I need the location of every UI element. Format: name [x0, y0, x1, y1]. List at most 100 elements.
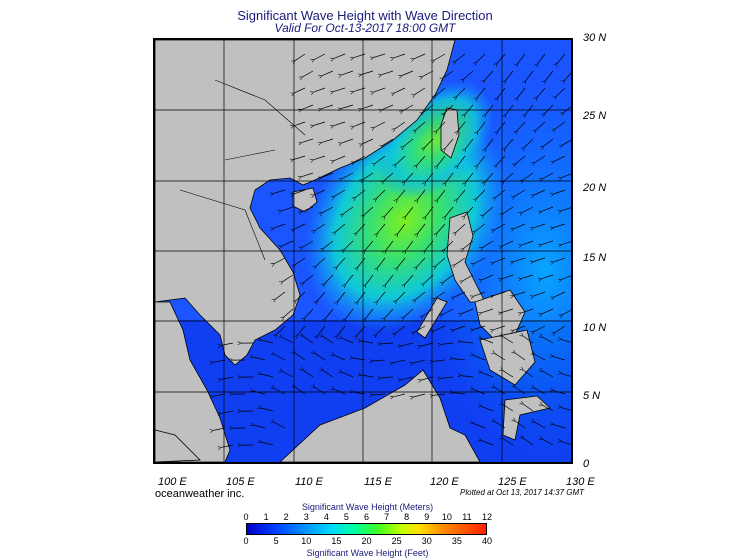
wave-arrow [562, 408, 571, 411]
wave-arrow [482, 373, 494, 378]
wave-arrow [526, 70, 534, 81]
wave-arrow [456, 223, 466, 232]
wave-arrow [436, 257, 446, 266]
legend-feet-tick: 30 [421, 536, 432, 546]
legend-meter-tick: 2 [283, 512, 289, 522]
wave-arrow [515, 189, 526, 196]
wave-arrow [506, 104, 514, 115]
wave-arrow [342, 372, 354, 378]
wave-arrow [303, 240, 314, 247]
legend-feet-tick: 15 [331, 536, 342, 546]
wave-arrow [342, 172, 354, 178]
wave-arrow [421, 342, 434, 346]
wave-arrow [413, 393, 426, 397]
wave-arrow [502, 274, 514, 279]
lat-label-10n: 10 N [583, 322, 607, 334]
wave-arrow [515, 387, 526, 395]
wave-arrow [396, 325, 406, 333]
wave-arrow [418, 223, 426, 234]
wave-arrow [514, 257, 526, 262]
wave-arrow [534, 223, 546, 228]
wave-arrow [296, 291, 306, 300]
wave-arrow [398, 257, 406, 267]
wave-arrow [322, 138, 334, 143]
wave-arrow [543, 172, 554, 179]
wave-arrow [437, 121, 446, 131]
wave-arrow [295, 353, 306, 361]
wave-arrow [433, 359, 446, 361]
wave-arrow [302, 172, 314, 177]
wave-arrow [534, 325, 546, 331]
land-masses [155, 40, 551, 462]
wave-arrow [503, 405, 514, 412]
wave-arrow [522, 274, 534, 279]
wave-arrow [554, 391, 566, 395]
sumatra-island [155, 429, 201, 462]
wave-arrow [554, 357, 566, 361]
wave-arrow [535, 354, 546, 361]
wave-arrow [503, 439, 514, 446]
map-title: Significant Wave Height with Wave Direct… [237, 8, 493, 23]
legend-meter-tick: 6 [363, 512, 369, 522]
wave-arrow [446, 172, 454, 183]
legend-feet-tick: 40 [481, 536, 492, 546]
wave-arrow [314, 53, 326, 59]
wave-arrow [342, 70, 354, 75]
wave-arrow [482, 308, 494, 313]
wave-arrow [425, 240, 434, 250]
wave-arrow [334, 355, 346, 361]
wave-arrow [445, 240, 454, 250]
wave-arrow [562, 442, 571, 445]
wave-arrow [401, 342, 414, 346]
wave-arrow [476, 53, 486, 62]
wave-arrow [483, 240, 494, 247]
wave-arrow [524, 138, 534, 147]
wave-arrow [282, 240, 294, 246]
wave-arrow [382, 70, 394, 75]
legend-feet-tick: 5 [273, 536, 279, 546]
wave-arrow [554, 291, 566, 297]
wave-map-svg [155, 40, 571, 462]
wave-arrow [416, 291, 426, 300]
wave-arrow [395, 121, 406, 129]
wave-arrow [282, 372, 294, 378]
wave-arrow [466, 138, 474, 149]
wave-arrow [436, 87, 446, 96]
legend-meter-tick: 12 [481, 512, 492, 522]
wave-arrow [374, 53, 386, 58]
wave-arrow [494, 257, 506, 262]
wave-arrow [497, 155, 506, 165]
wave-arrow [523, 438, 534, 446]
wave-arrow [261, 374, 274, 378]
wave-arrow [474, 257, 486, 264]
wave-arrow [315, 353, 326, 361]
wave-arrow [554, 189, 566, 194]
wave-arrow [345, 274, 354, 284]
wave-arrow [322, 172, 334, 177]
wave-arrow [315, 223, 326, 231]
wave-arrow [401, 376, 414, 380]
wave-map [153, 38, 573, 464]
wave-arrow [497, 53, 506, 63]
wave-arrow [433, 393, 446, 395]
wave-arrow [362, 70, 374, 75]
wave-arrow [482, 339, 494, 344]
color-scale-bar [246, 523, 487, 535]
wave-arrow [496, 189, 506, 197]
wave-arrow [554, 425, 566, 429]
wave-arrow [438, 189, 446, 200]
wave-arrow [394, 87, 406, 93]
wave-arrow [542, 240, 554, 245]
wave-arrow [323, 370, 334, 378]
wave-arrow [314, 121, 326, 126]
wave-arrow [294, 87, 306, 93]
legend-feet-tick: 35 [451, 536, 462, 546]
wave-arrow [393, 393, 406, 397]
wave-arrow [458, 155, 466, 166]
wave-arrow [516, 155, 526, 164]
wave-arrow [494, 325, 506, 330]
wave-arrow [415, 325, 426, 332]
wave-arrow [464, 240, 474, 249]
wave-arrow [362, 104, 374, 109]
wave-arrow [525, 104, 534, 114]
